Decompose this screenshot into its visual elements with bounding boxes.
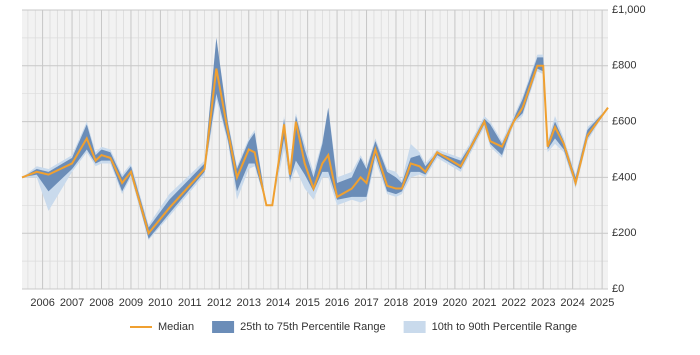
y-tick-label: £200 xyxy=(612,227,636,239)
y-tick-label: £0 xyxy=(612,283,624,295)
x-tick-label: 2017 xyxy=(354,297,378,309)
legend-label: 25th to 75th Percentile Range xyxy=(240,321,386,333)
legend-swatch xyxy=(403,321,426,333)
x-tick-label: 2014 xyxy=(266,297,290,309)
x-tick-label: 2018 xyxy=(384,297,408,309)
legend-label: 10th to 90th Percentile Range xyxy=(432,321,578,333)
x-tick-label: 2013 xyxy=(237,297,261,309)
y-tick-label: £800 xyxy=(612,60,636,72)
x-tick-label: 2025 xyxy=(590,297,614,309)
x-tick-label: 2011 xyxy=(178,297,202,309)
legend-label: Median xyxy=(158,321,194,333)
x-tick-label: 2023 xyxy=(531,297,555,309)
x-tick-label: 2009 xyxy=(119,297,143,309)
legend-swatch xyxy=(212,321,235,333)
percentile-band xyxy=(22,37,608,239)
y-tick-label: £600 xyxy=(612,116,636,128)
x-tick-label: 2010 xyxy=(148,297,172,309)
y-tick-label: £1,000 xyxy=(612,4,646,16)
x-tick-label: 2006 xyxy=(30,297,54,309)
x-tick-label: 2007 xyxy=(60,297,84,309)
x-tick-label: 2016 xyxy=(325,297,349,309)
x-tick-label: 2021 xyxy=(472,297,496,309)
x-tick-label: 2012 xyxy=(207,297,231,309)
x-tick-label: 2008 xyxy=(89,297,113,309)
x-tick-label: 2020 xyxy=(443,297,467,309)
y-tick-label: £400 xyxy=(612,171,636,183)
x-tick-label: 2015 xyxy=(295,297,319,309)
median-line xyxy=(21,64,609,236)
x-tick-label: 2022 xyxy=(502,297,526,309)
x-tick-label: 2019 xyxy=(413,297,437,309)
x-tick-label: 2024 xyxy=(560,297,584,309)
